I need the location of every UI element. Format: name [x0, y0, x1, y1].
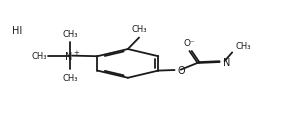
Text: N: N	[223, 57, 230, 67]
Text: CH₃: CH₃	[235, 41, 251, 50]
Text: CH₃: CH₃	[132, 25, 148, 34]
Text: O⁻: O⁻	[183, 38, 195, 47]
Text: HI: HI	[12, 26, 22, 36]
Text: CH₃: CH₃	[62, 73, 78, 82]
Text: +: +	[74, 49, 80, 56]
Text: O: O	[178, 65, 185, 75]
Text: CH₃: CH₃	[62, 30, 78, 39]
Text: CH₃: CH₃	[31, 52, 47, 61]
Text: N: N	[65, 51, 72, 61]
